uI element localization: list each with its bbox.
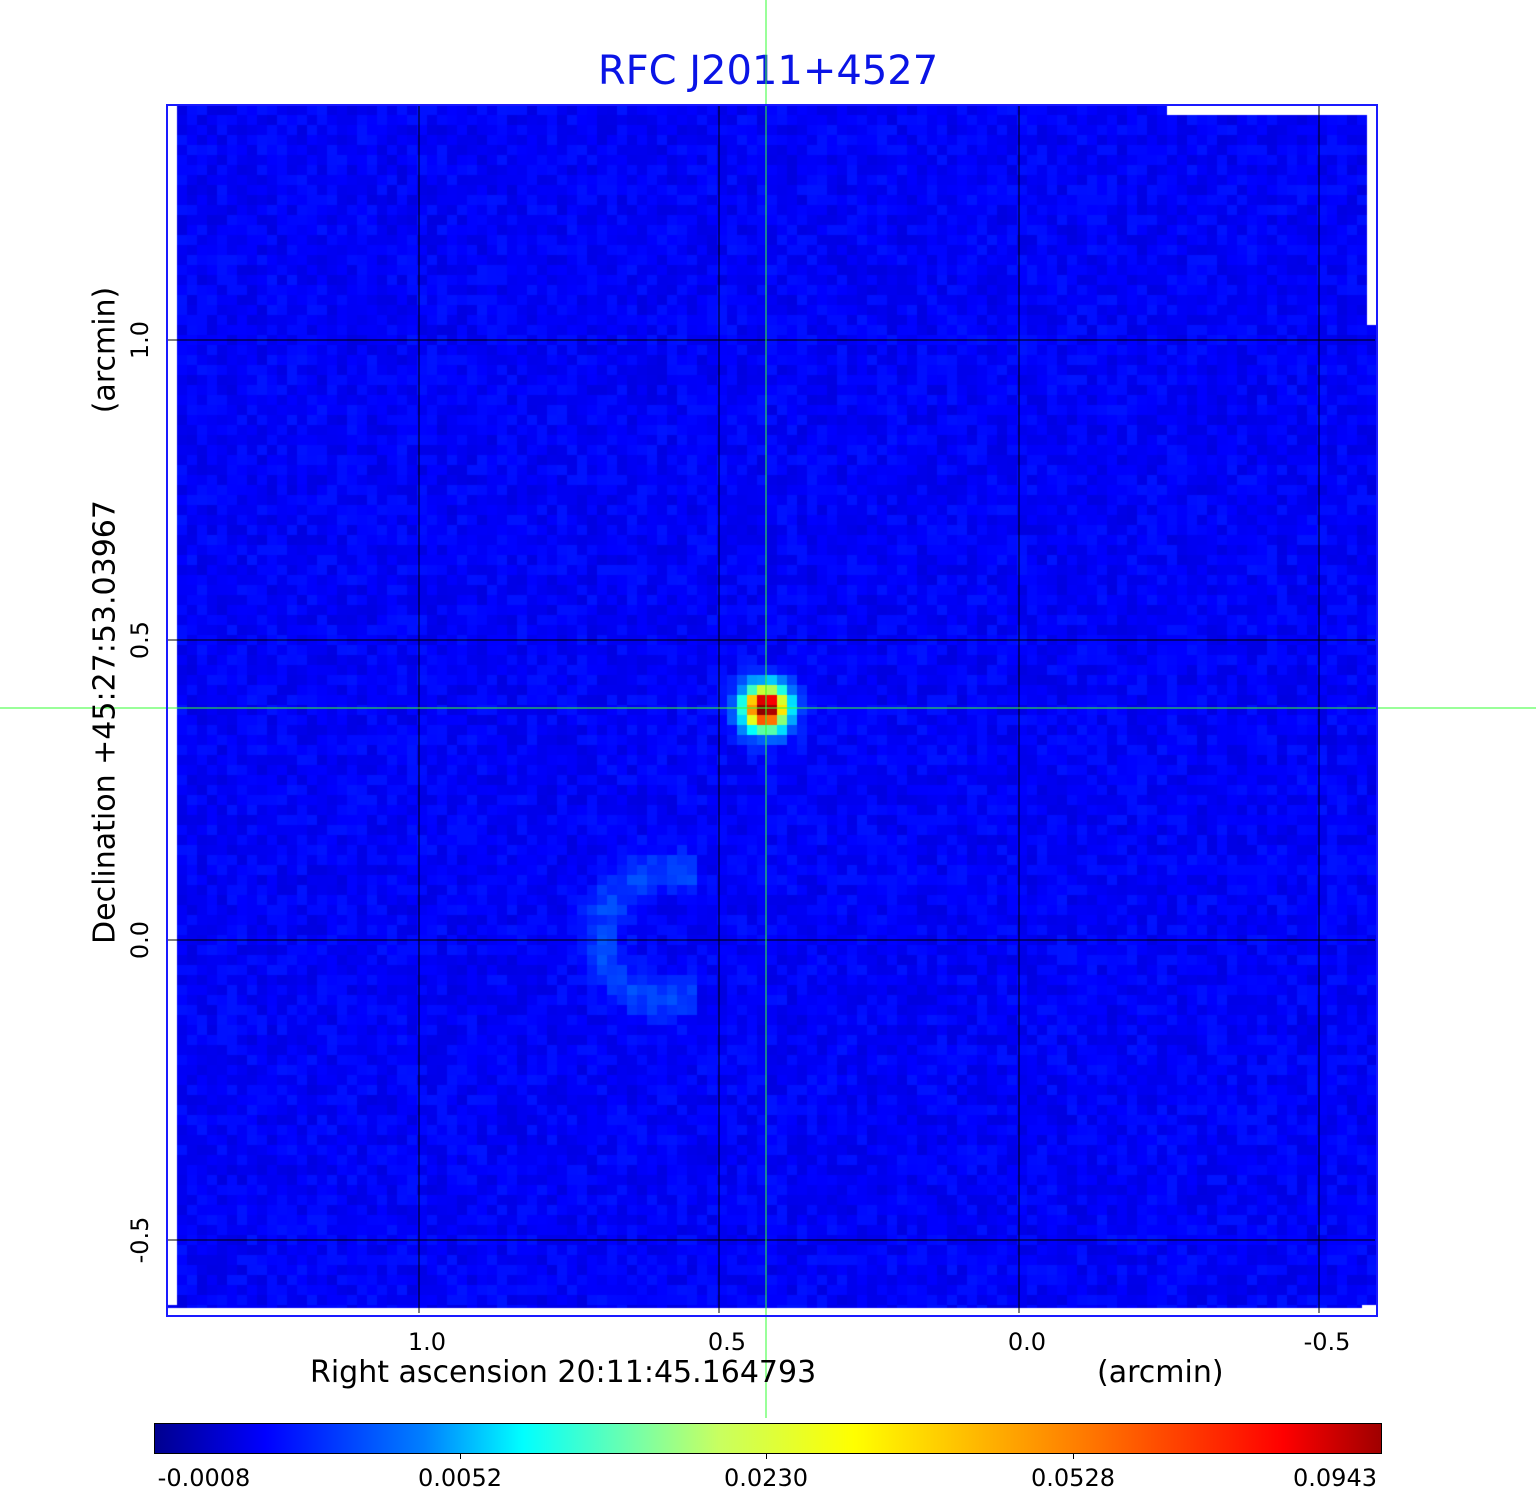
x-axis-label: Right ascension 20:11:45.164793 <box>310 1355 817 1390</box>
y-axis-label: Declination +45:27:53.03967 <box>87 500 123 944</box>
colorbar-tick-label: 0.0230 <box>724 1464 808 1492</box>
colorbar-tick-label: 0.0943 <box>1293 1464 1377 1492</box>
x-tick-label: 0.0 <box>1007 1328 1047 1356</box>
y-tick-label: 0.5 <box>126 620 154 660</box>
y-axis-unit: (arcmin) <box>87 286 123 414</box>
x-axis-unit: (arcmin) <box>1097 1355 1224 1390</box>
colorbar-tick <box>460 1453 461 1459</box>
y-tick-label: 1.0 <box>126 320 154 360</box>
x-tick-label: 0.5 <box>707 1328 747 1356</box>
colorbar-tick-label: -0.0008 <box>157 1464 251 1492</box>
y-tick-label: -0.5 <box>126 1216 154 1264</box>
image-title: RFC J2011+4527 <box>597 48 939 94</box>
y-tick-label: 0.0 <box>126 920 154 960</box>
sky-image[interactable] <box>167 105 1377 1315</box>
colorbar <box>154 1423 1382 1454</box>
colorbar-tick <box>1073 1453 1074 1459</box>
colorbar-tick <box>766 1453 767 1459</box>
x-tick-label: -0.5 <box>1303 1328 1351 1356</box>
x-tick-label: 1.0 <box>407 1328 447 1356</box>
image-frame <box>166 104 1378 1317</box>
colorbar-tick-label: 0.0052 <box>418 1464 502 1492</box>
grid-lines <box>167 105 1375 1313</box>
colorbar-tick-label: 0.0528 <box>1031 1464 1115 1492</box>
